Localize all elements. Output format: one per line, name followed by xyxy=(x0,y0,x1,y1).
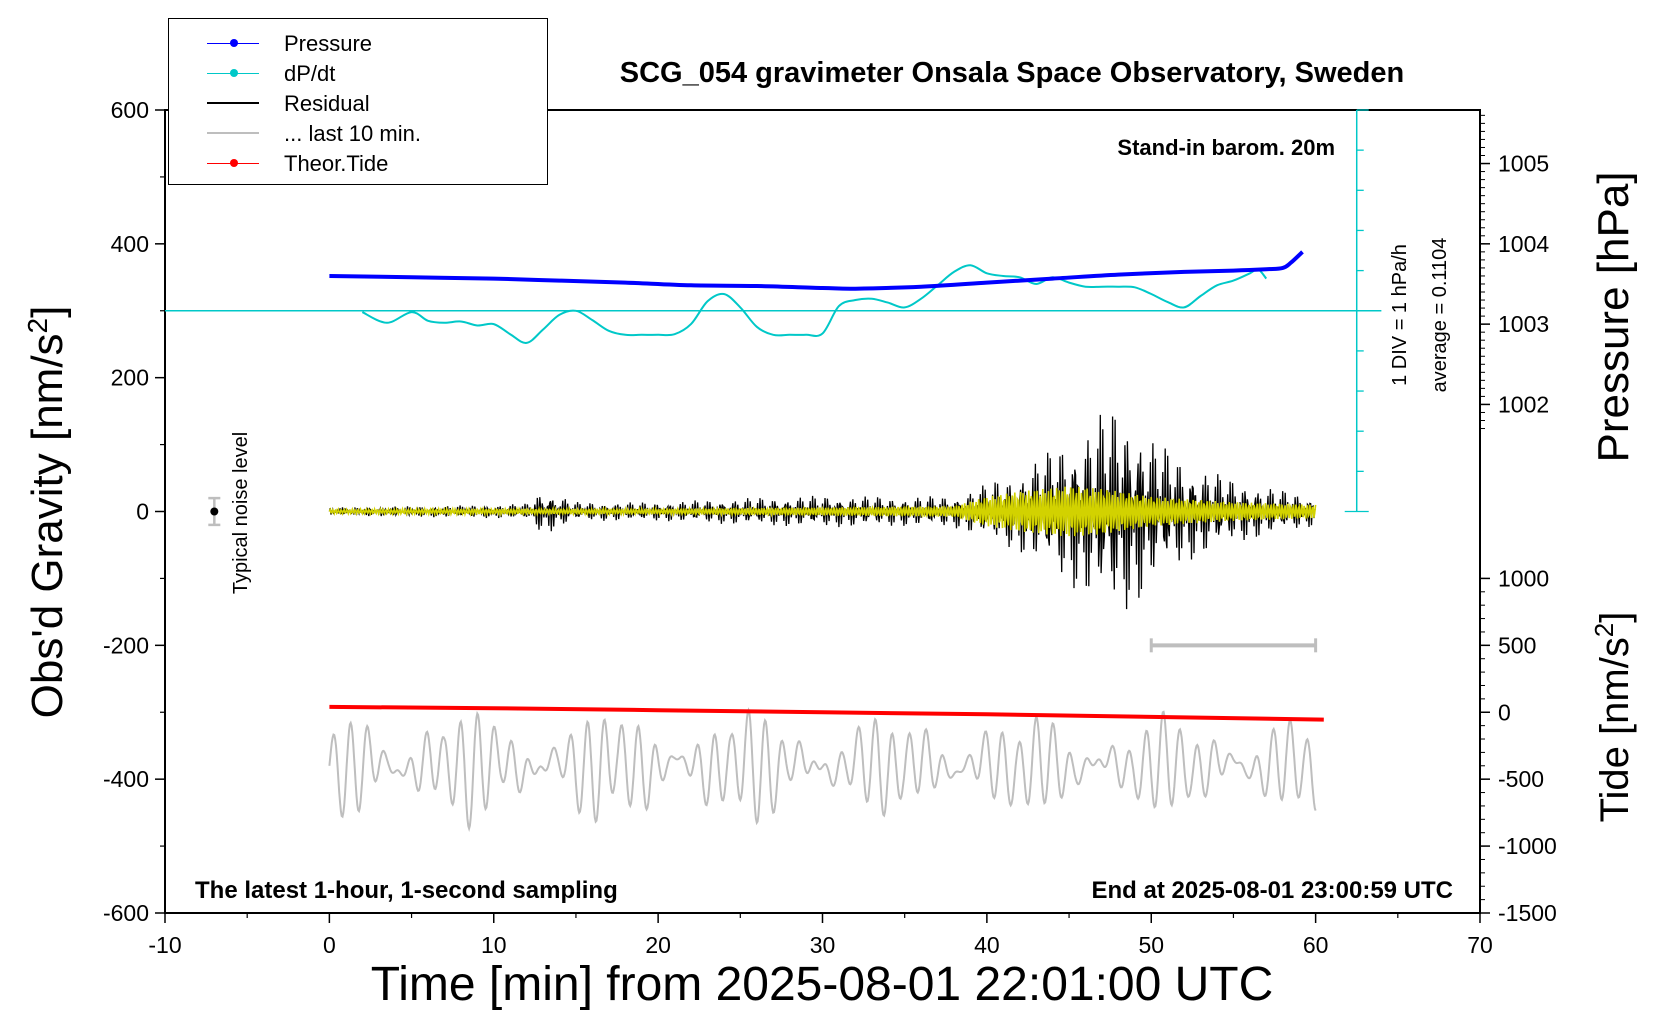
legend-line-last-10-min xyxy=(207,132,259,134)
y-tick-label-left: 200 xyxy=(111,365,149,391)
dpdt-scale-bar xyxy=(165,109,1382,513)
x-axis-label: Time [min] from 2025-08-01 22:01:00 UTC xyxy=(371,958,1274,1011)
y-axis-label-left: Obs'd Gravity [nm/s2] xyxy=(22,306,73,719)
legend-item-dpdt: dP/dt xyxy=(169,59,547,89)
chart-title: SCG_054 gravimeter Onsala Space Observat… xyxy=(620,57,1404,89)
y-axis-left: 600 400 200 0 -200 -400 -600 xyxy=(103,97,165,926)
legend-item-pressure: Pressure xyxy=(169,29,547,59)
div-scale-label: 1 DIV = 1 hPa/h xyxy=(1389,244,1411,386)
y-tick-label-left: -400 xyxy=(103,766,149,792)
y-axis-label-tide: Tide [nm/s2] xyxy=(1589,612,1637,823)
x-axis: -10 0 10 20 30 40 50 60 70 xyxy=(148,913,1493,958)
y-axis-label-tide-sup: 2 xyxy=(1589,623,1619,637)
pressure-tick-label: 1002 xyxy=(1498,391,1549,417)
legend-item-last-10-min: ... last 10 min. xyxy=(169,119,547,149)
legend-marker-pressure xyxy=(230,39,238,47)
dpdt-line xyxy=(361,264,1268,344)
tide-tick-label: 1000 xyxy=(1498,565,1549,591)
x-tick-label: 60 xyxy=(1303,932,1329,958)
pressure-tick-label: 1003 xyxy=(1498,311,1549,337)
standin-barom-note: Stand-in barom. 20m xyxy=(1117,135,1335,160)
tide-tick-label: 500 xyxy=(1498,632,1536,658)
theor-tide-line xyxy=(329,704,1324,722)
pressure-tick-label: 1005 xyxy=(1498,151,1549,177)
pressure-line xyxy=(329,250,1304,291)
pressure-tick-label: 1004 xyxy=(1498,231,1549,257)
tide-tick-label: -500 xyxy=(1498,766,1544,792)
legend-line-residual xyxy=(207,102,259,104)
legend-label-residual: Residual xyxy=(284,91,370,116)
y-tick-label-left: 0 xyxy=(136,499,149,525)
y-axis-label-tide-text: Tide [nm/s xyxy=(1593,637,1637,822)
x-tick-label: 20 xyxy=(645,932,671,958)
legend-item-residual: Residual xyxy=(169,89,547,119)
x-tick-label: 50 xyxy=(1138,932,1164,958)
y-tick-label-left: 600 xyxy=(111,97,149,123)
legend: Pressure dP/dt Residual ... last 10 min.… xyxy=(168,18,548,185)
legend-label-theor-tide: Theor.Tide xyxy=(284,151,389,176)
y-axis-label-left-end: ] xyxy=(23,306,72,318)
x-tick-label: -10 xyxy=(148,932,181,958)
y-axis-label-left-sup: 2 xyxy=(22,318,53,334)
legend-item-theor-tide: Theor.Tide xyxy=(169,149,547,179)
y-tick-label-left: -200 xyxy=(103,632,149,658)
legend-label-last-10-min: ... last 10 min. xyxy=(284,121,421,146)
tide-tick-label: 0 xyxy=(1498,699,1511,725)
noise-marker-dot xyxy=(210,507,219,516)
tide-tick-label: -1000 xyxy=(1498,833,1557,859)
y-axis-label-pressure: Pressure [hPa] xyxy=(1589,171,1638,462)
noise-level-label: Typical noise level xyxy=(230,432,252,594)
x-tick-label: 40 xyxy=(974,932,1000,958)
y-axis-label-tide-end: ] xyxy=(1593,612,1637,623)
tide-tick-label: -1500 xyxy=(1498,900,1557,926)
x-tick-label: 10 xyxy=(481,932,507,958)
x-tick-label: 30 xyxy=(810,932,836,958)
series-layer xyxy=(208,250,1324,832)
filtered-residual-trace xyxy=(328,486,1317,537)
x-tick-label: 0 xyxy=(323,932,336,958)
y-tick-label-left: 400 xyxy=(111,231,149,257)
legend-label-dpdt: dP/dt xyxy=(284,61,336,86)
legend-marker-theor-tide xyxy=(230,159,238,167)
y-tick-label-left: -600 xyxy=(103,900,149,926)
legend-marker-dpdt xyxy=(230,69,238,77)
y-axis-pressure: 1005 1004 1003 1002 xyxy=(1480,114,1549,430)
x-tick-label: 70 xyxy=(1467,932,1493,958)
tide-highfreq-trace xyxy=(328,707,1317,832)
average-label: average = 0.1104 xyxy=(1429,238,1451,393)
sampling-note: The latest 1-hour, 1-second sampling xyxy=(195,877,618,904)
y-axis-tide: 1000 500 0 -500 -1000 -1500 xyxy=(1480,565,1557,926)
y-axis-label-left-text: Obs'd Gravity [nm/s xyxy=(23,333,72,718)
legend-label-pressure: Pressure xyxy=(284,31,373,56)
end-time-note: End at 2025-08-01 23:00:59 UTC xyxy=(1092,877,1454,904)
